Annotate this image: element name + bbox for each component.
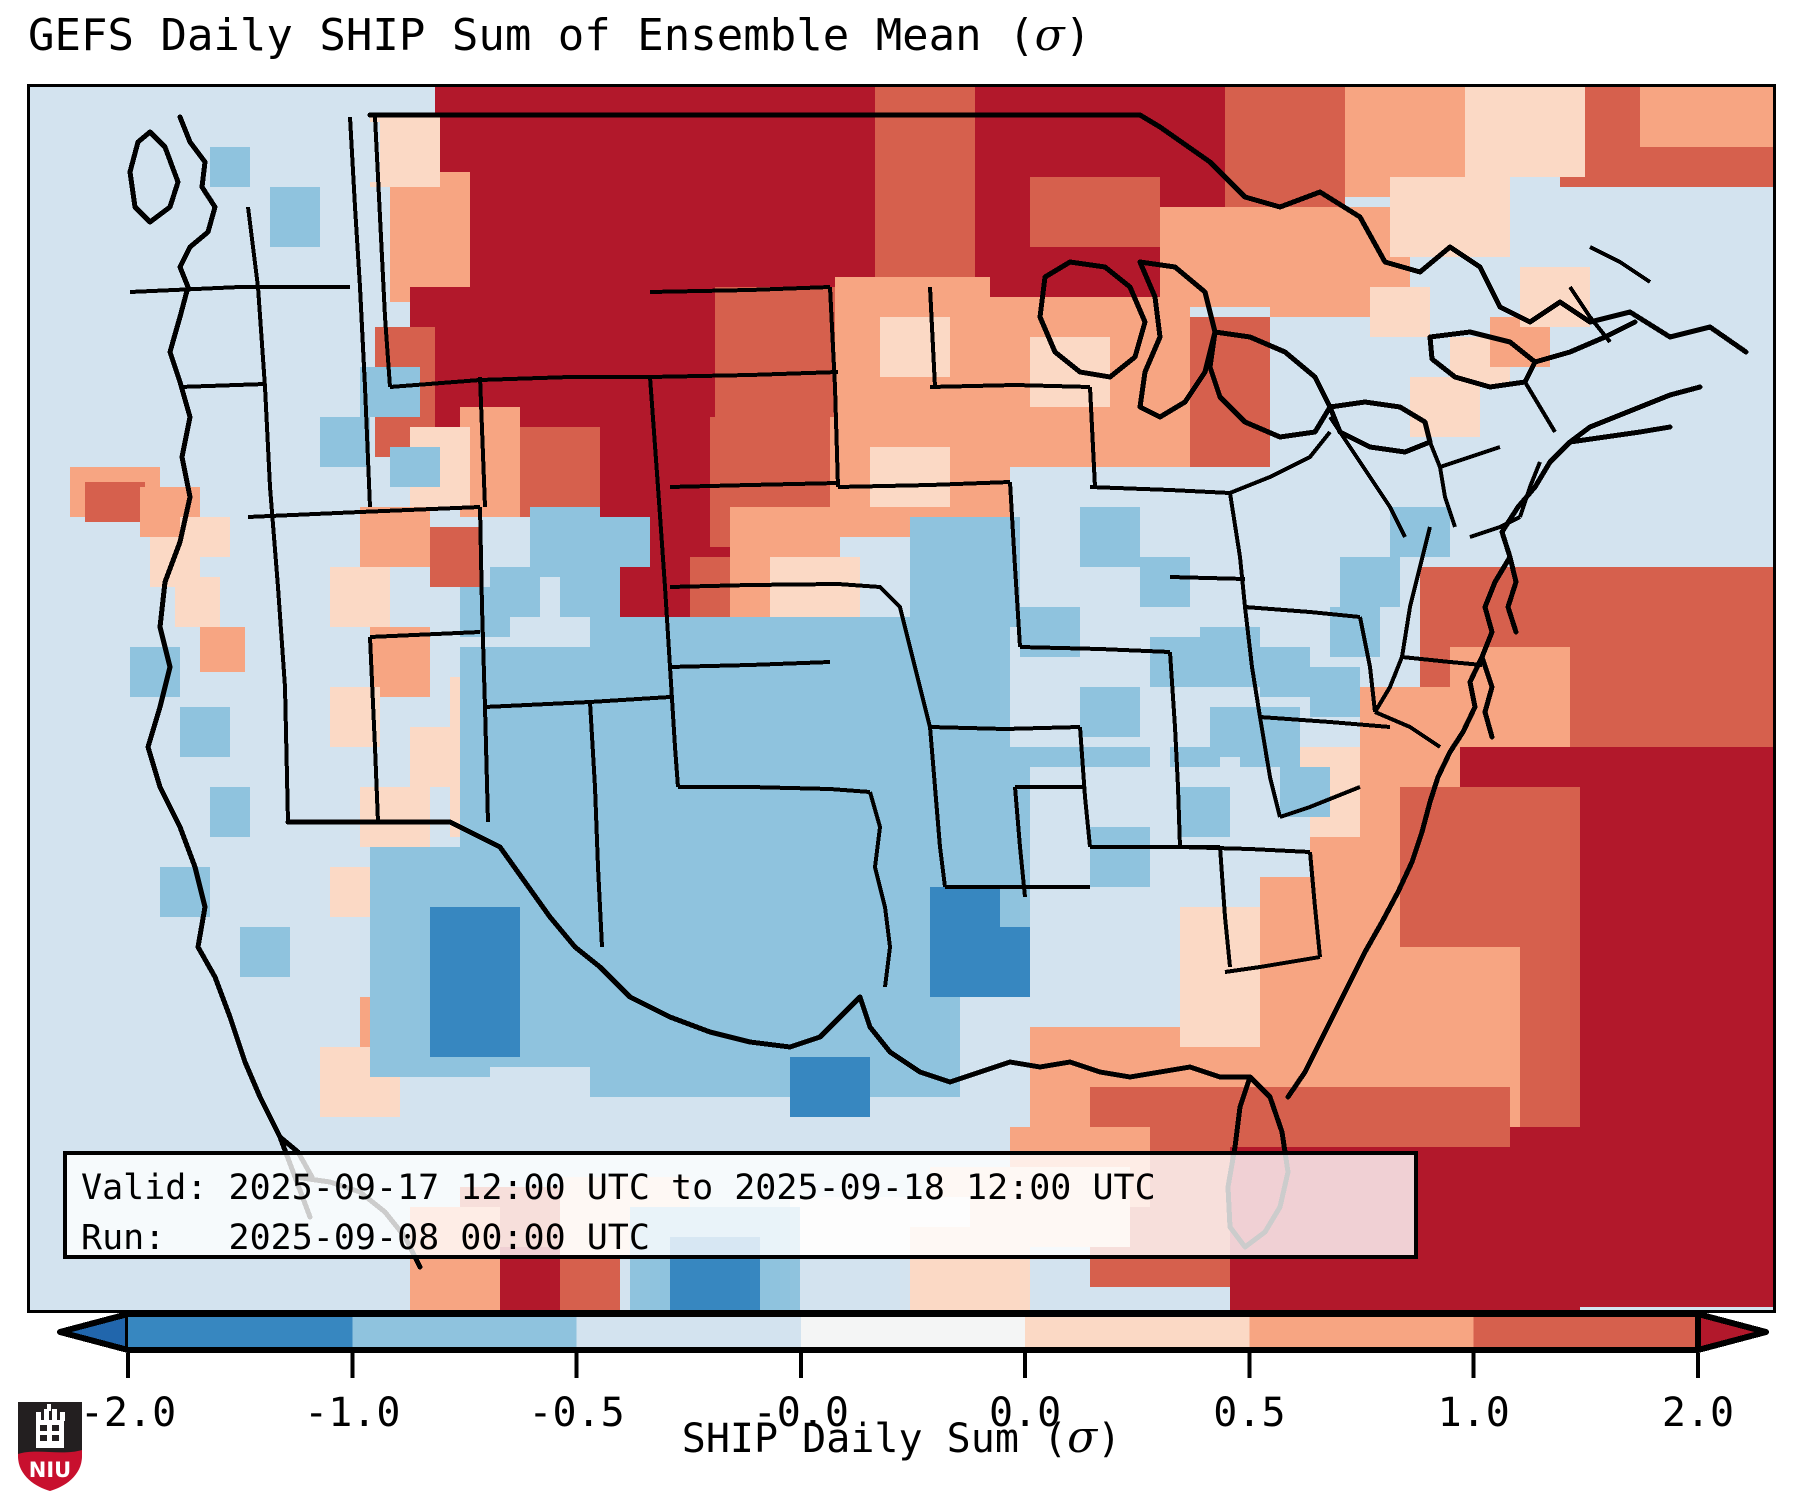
colorbar-extend-max xyxy=(1695,1311,1769,1353)
map-raster xyxy=(30,87,1773,1310)
colorbar-band xyxy=(576,1314,802,1350)
valid-time-info-box: Valid: 2025-09-17 12:00 UTC to 2025-09-1… xyxy=(63,1151,1418,1259)
colorbar-tick-label: 2.0 xyxy=(1662,1390,1734,1436)
colorbar-outline xyxy=(128,1311,1698,1353)
colorbar-tick-label: -0.0 xyxy=(753,1390,849,1436)
colorbar[interactable]: -2.0 -1.0 -0.5 -0.0 0.0 0.5 1.0 2.0 xyxy=(0,1300,1803,1506)
niu-castle-windows xyxy=(40,1425,59,1441)
colorbar-tick-label: 0.0 xyxy=(989,1390,1061,1436)
page-title-text-pre: GEFS Daily SHIP Sum of Ensemble Mean ( xyxy=(28,10,1035,61)
run-time-line: Run: 2025-09-08 00:00 UTC xyxy=(81,1218,650,1258)
colorbar-container: -2.0 -1.0 -0.5 -0.0 0.0 0.5 1.0 2.0 xyxy=(0,1300,1803,1506)
colorbar-tick-label: 0.5 xyxy=(1213,1390,1285,1436)
niu-logo: NIU xyxy=(18,1402,82,1491)
colorbar-band xyxy=(352,1314,578,1350)
map-plot-area[interactable]: Valid: 2025-09-17 12:00 UTC to 2025-09-1… xyxy=(27,84,1776,1313)
page-title: GEFS Daily SHIP Sum of Ensemble Mean (σ) xyxy=(28,14,1091,58)
page-title-text-post: ) xyxy=(1064,10,1092,61)
colorbar-tick-label: -2.0 xyxy=(80,1390,176,1436)
colorbar-axis-label: SHIP Daily Sum (σ) xyxy=(0,1412,1803,1463)
niu-shield-red xyxy=(18,1450,82,1491)
colorbar-extend-min xyxy=(57,1311,131,1353)
niu-castle-icon xyxy=(36,1404,65,1448)
colorbar-tick-label: 1.0 xyxy=(1438,1390,1510,1436)
colorbar-band xyxy=(1025,1314,1251,1350)
colorbar-sigma-symbol: σ xyxy=(1067,1412,1098,1463)
colorbar-tick-label: -0.5 xyxy=(528,1390,624,1436)
niu-wordmark: NIU xyxy=(29,1458,71,1482)
colorbar-band xyxy=(1473,1314,1699,1350)
colorbar-label-pre: SHIP Daily Sum ( xyxy=(681,1416,1068,1462)
valid-time-line: Valid: 2025-09-17 12:00 UTC to 2025-09-1… xyxy=(81,1168,1156,1208)
colorbar-label-post: ) xyxy=(1097,1416,1122,1462)
colorbar-band xyxy=(128,1314,353,1350)
colorbar-band xyxy=(1249,1314,1475,1350)
sigma-symbol: σ xyxy=(1034,10,1065,61)
colorbar-band xyxy=(800,1314,1026,1350)
colorbar-tick-label: -1.0 xyxy=(304,1390,400,1436)
